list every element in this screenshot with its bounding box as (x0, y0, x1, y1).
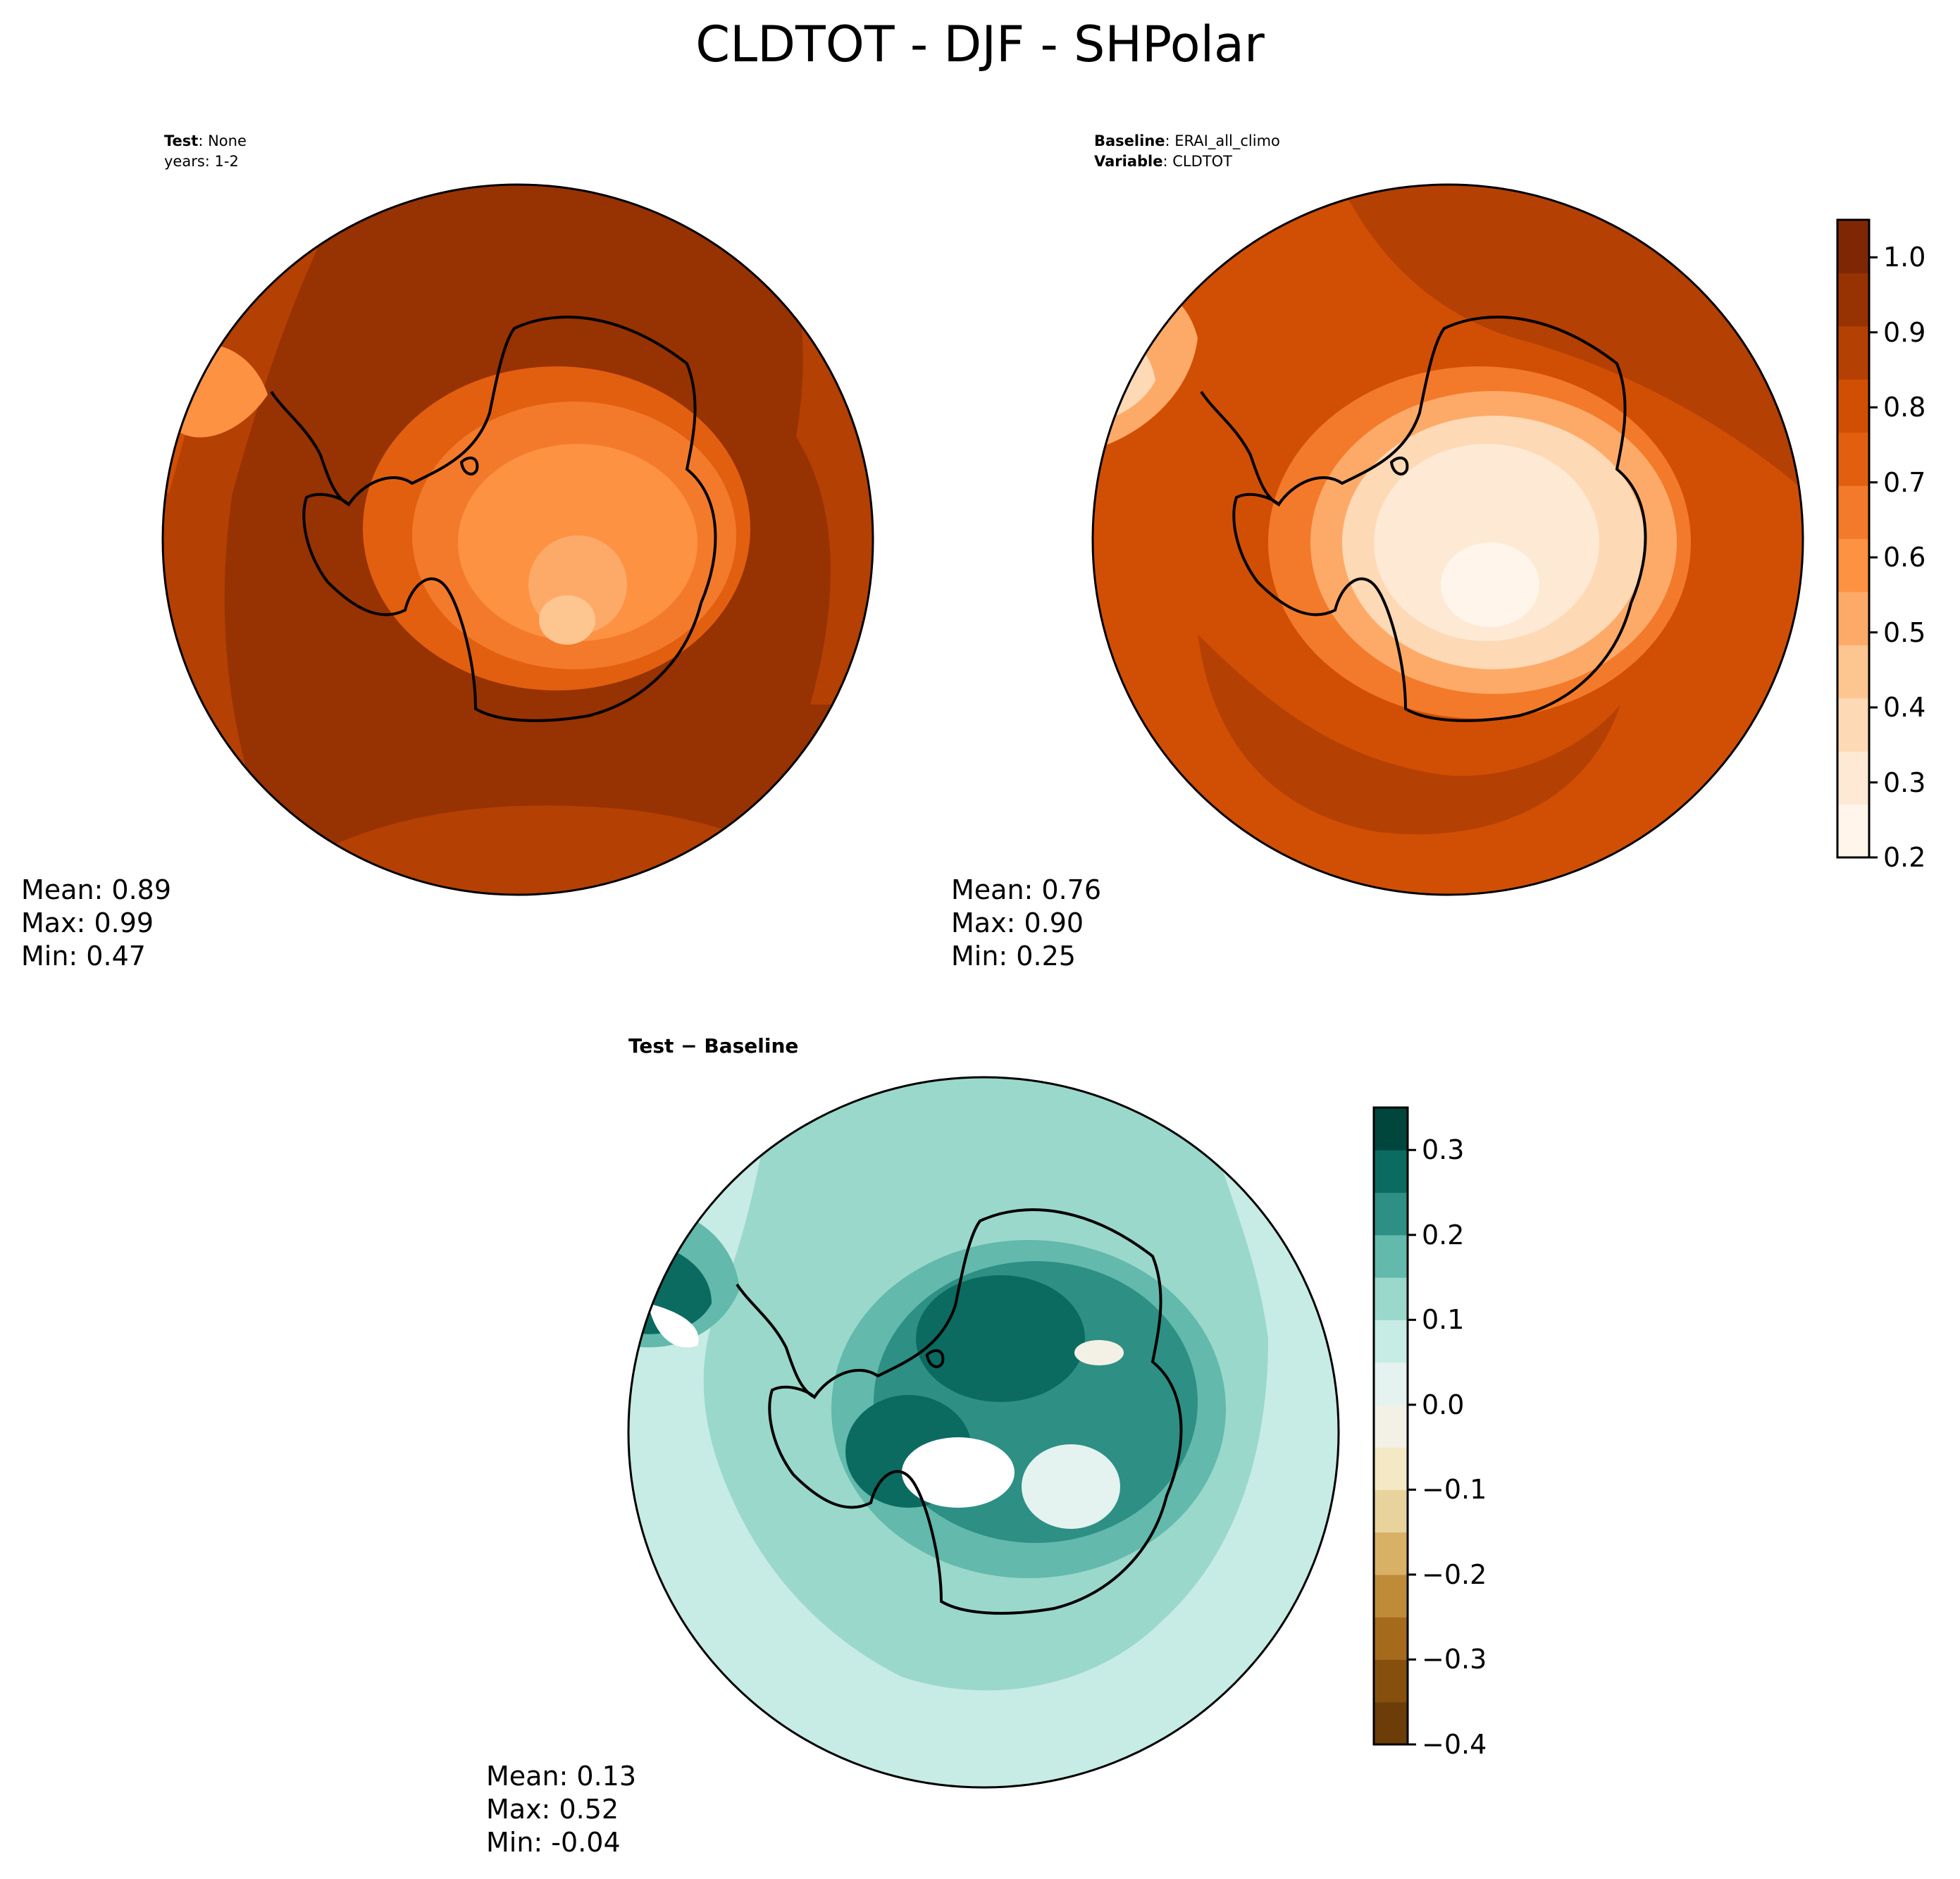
diff-mean: Mean: 0.13 (486, 1761, 637, 1792)
colorbar-swatch (1837, 273, 1869, 327)
colorbar-swatch (1837, 538, 1869, 593)
figure-title: CLDTOT - DJF - SHPolar (695, 15, 1265, 73)
colorbar-swatch (1837, 697, 1869, 752)
colorbar-swatch (1837, 432, 1869, 486)
baseline-panel-title: Baseline: ERAI_all_climo Variable: CLDTO… (1094, 131, 1280, 172)
test-map-border (161, 183, 874, 896)
colorbar-tick-label: 0.2 (1422, 1219, 1465, 1251)
colorbar-swatch (1837, 591, 1869, 645)
colorbar-tick-label: 0.8 (1883, 392, 1926, 423)
diff-map (628, 1077, 1339, 1787)
colorbar-tick-label: 0.3 (1883, 767, 1926, 798)
colorbar-swatch (1374, 1701, 1408, 1745)
test-min: Min: 0.47 (21, 941, 146, 972)
test-max: Max: 0.99 (21, 907, 154, 938)
colorbar-tick-label: 0.2 (1883, 842, 1926, 873)
colorbar-border (1372, 1106, 1409, 1746)
colorbar-tick-label: 0.6 (1883, 542, 1926, 573)
colorbar-swatch (1837, 751, 1869, 805)
colorbar-swatch (1374, 1320, 1408, 1363)
colorbar-tick-label: 1.0 (1883, 242, 1926, 273)
colorbar-swatch (1374, 1108, 1408, 1151)
colorbar-swatch (1837, 379, 1869, 433)
colorbar-tick-label: 0.1 (1422, 1304, 1465, 1336)
colorbar-tick-label: −0.4 (1422, 1729, 1487, 1760)
diff-map-border (627, 1076, 1340, 1789)
colorbar-swatch (1374, 1404, 1408, 1448)
colorbar-swatch (1374, 1150, 1408, 1193)
colorbar-swatch (1837, 804, 1869, 858)
colorbar-swatch (1374, 1574, 1408, 1618)
baseline-mean: Mean: 0.76 (951, 874, 1102, 905)
baseline-stats: Mean: 0.76 Max: 0.90 Min: 0.25 (951, 874, 1101, 973)
variable-value: : CLDTOT (1162, 153, 1232, 170)
colorbar-tick-label: 0.9 (1883, 316, 1926, 348)
colorbar-swatch (1374, 1617, 1408, 1660)
baseline-max: Max: 0.90 (951, 907, 1084, 938)
baseline-label: Baseline (1094, 132, 1165, 149)
colorbar-tick-label: 0.5 (1883, 616, 1926, 648)
colorbar-border (1836, 218, 1871, 859)
test-panel-title: Test: None years: 1-2 (164, 131, 247, 172)
test-stats: Mean: 0.89 Max: 0.99 Min: 0.47 (21, 874, 171, 973)
colorbar-swatch (1374, 1234, 1408, 1278)
colorbar-swatch (1837, 645, 1869, 699)
colorbar-swatch (1374, 1532, 1408, 1575)
colorbar-swatch (1837, 220, 1869, 273)
diff-colorbar (1372, 1106, 1416, 1746)
baseline-min: Min: 0.25 (951, 941, 1076, 972)
diff-stats: Mean: 0.13 Max: 0.52 Min: -0.04 (486, 1760, 636, 1859)
baseline-value: : ERAI_all_climo (1165, 132, 1280, 149)
baseline-map (1093, 185, 1803, 895)
test-mean: Mean: 0.89 (21, 874, 172, 905)
colorbar-tick-label: 0.4 (1883, 692, 1926, 724)
main-colorbar (1836, 218, 1878, 859)
colorbar-swatch (1374, 1277, 1408, 1320)
diff-max: Max: 0.52 (486, 1794, 619, 1825)
colorbar-swatch (1837, 485, 1869, 539)
colorbar-tick-label: −0.3 (1422, 1644, 1487, 1675)
test-years: years: 1-2 (164, 153, 239, 170)
diff-min: Min: -0.04 (486, 1827, 621, 1858)
variable-label: Variable (1094, 153, 1163, 170)
test-value: : None (198, 132, 247, 149)
colorbar-tick-label: 0.0 (1422, 1389, 1465, 1420)
colorbar-swatch (1837, 325, 1869, 380)
diff-panel-title: Test − Baseline (628, 1034, 799, 1058)
colorbar-tick-label: −0.1 (1422, 1474, 1487, 1506)
colorbar-swatch (1374, 1447, 1408, 1490)
colorbar-swatch (1374, 1362, 1408, 1406)
baseline-map-border (1091, 183, 1804, 896)
colorbar-swatch (1374, 1489, 1408, 1533)
test-label: Test (164, 132, 199, 149)
colorbar-tick-label: −0.2 (1422, 1558, 1487, 1590)
colorbar-swatch (1374, 1659, 1408, 1703)
colorbar-tick-label: 0.7 (1883, 466, 1926, 498)
colorbar-tick-label: 0.3 (1422, 1134, 1465, 1166)
colorbar-swatch (1374, 1192, 1408, 1236)
